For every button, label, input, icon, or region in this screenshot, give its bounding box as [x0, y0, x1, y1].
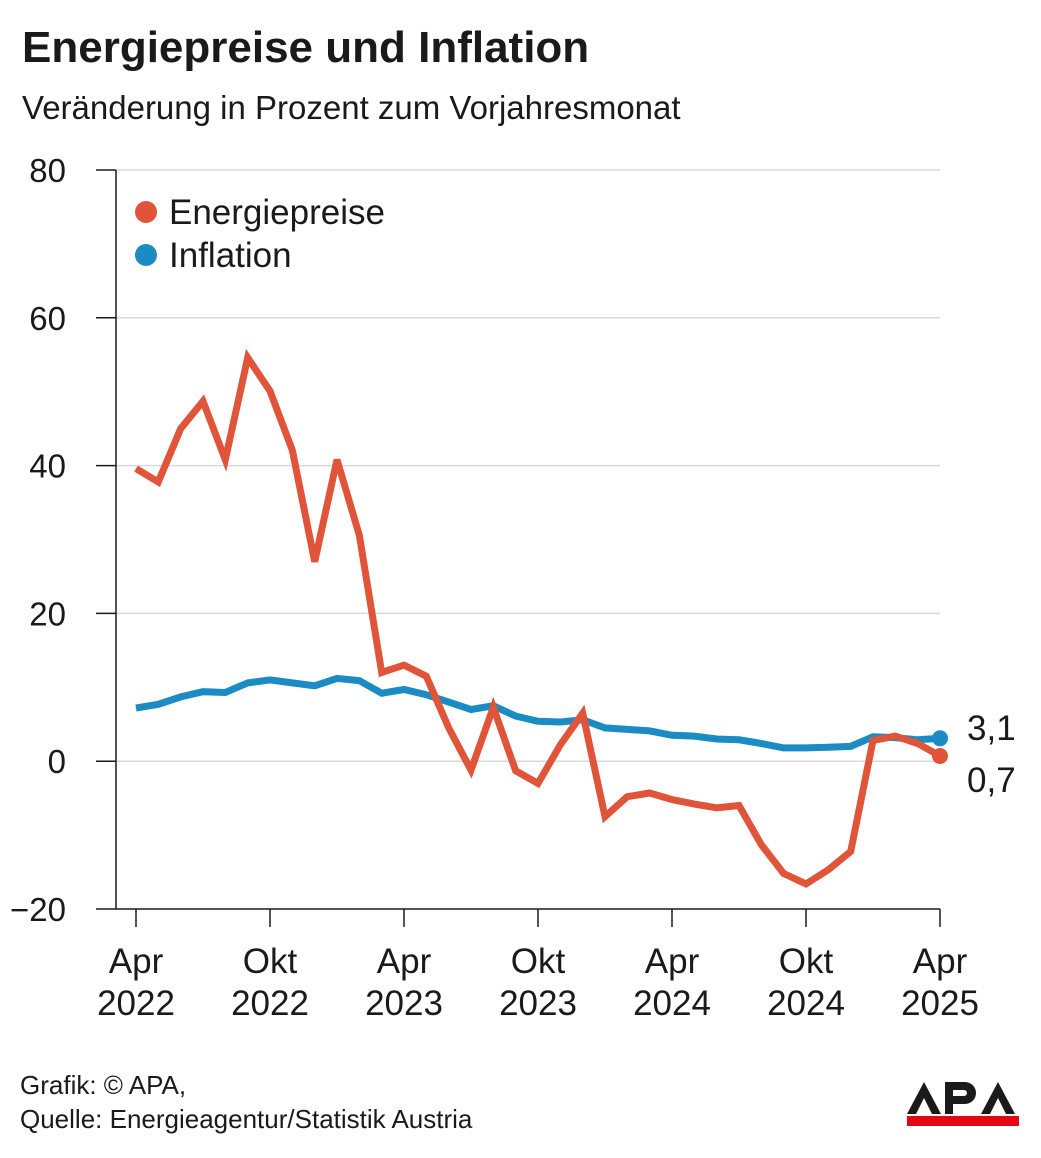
footer-credit: Grafik: © APA,	[20, 1070, 187, 1100]
series-end-point-energiepreise	[932, 748, 948, 765]
series-line-energiepreise	[134, 348, 942, 888]
x-tick-label: 2024	[633, 984, 711, 1023]
x-tick-label: Apr	[377, 942, 432, 981]
chart-gridlines	[116, 169, 940, 762]
x-tick-label: Apr	[109, 942, 164, 981]
series-line-inflation	[135, 674, 941, 752]
chart-labels: 0,73,1	[967, 709, 1016, 800]
legend-marker-inflation	[135, 244, 157, 266]
page-subtitle: Veränderung in Prozent zum Vorjahresmona…	[22, 89, 681, 126]
x-tick-label: 2023	[499, 984, 577, 1023]
apa-logo-letter-a2	[981, 1082, 1015, 1114]
x-tick-label: 2025	[901, 984, 979, 1023]
data-label-energiepreise: 0,7	[967, 761, 1016, 800]
legend-marker-energiepreise	[135, 201, 157, 223]
y-tick-label: 20	[29, 595, 66, 632]
y-tick-label: 0	[48, 743, 66, 780]
x-tick-label: Okt	[779, 942, 834, 981]
chart-legend: Energiepreise Inflation	[135, 193, 385, 275]
data-label-inflation: 3,1	[967, 709, 1016, 748]
x-tick-label: Apr	[645, 942, 700, 981]
x-tick-label: 2022	[97, 984, 175, 1023]
chart-series	[134, 348, 948, 888]
x-tick-label: Okt	[511, 942, 566, 981]
x-tick-label: 2024	[767, 984, 845, 1023]
footer-source: Quelle: Energieagentur/Statistik Austria	[20, 1104, 473, 1134]
y-tick-label: −20	[10, 891, 66, 928]
page-title: Energiepreise und Inflation	[22, 23, 590, 72]
apa-logo-letter-a1	[907, 1082, 941, 1114]
y-tick-label: 40	[29, 448, 66, 485]
apa-logo-bar	[907, 1116, 1019, 1126]
apa-logo	[907, 1082, 1019, 1126]
footer: Grafik: © APA, Quelle: Energieagentur/St…	[20, 1068, 472, 1136]
legend-label-energiepreise: Energiepreise	[169, 193, 385, 232]
x-tick-label: Apr	[913, 942, 968, 981]
legend-label-inflation: Inflation	[169, 236, 292, 275]
y-tick-label: 60	[29, 300, 66, 337]
series-end-point-inflation	[932, 730, 948, 747]
y-tick-label: 80	[29, 152, 66, 189]
x-tick-label: 2022	[231, 984, 309, 1023]
x-tick-label: 2023	[365, 984, 443, 1023]
apa-logo-letter-p	[945, 1082, 976, 1114]
chart-axes: 806040200−20Apr2022Okt2022Apr2023Okt2023…	[10, 152, 979, 1023]
x-tick-label: Okt	[243, 942, 298, 981]
